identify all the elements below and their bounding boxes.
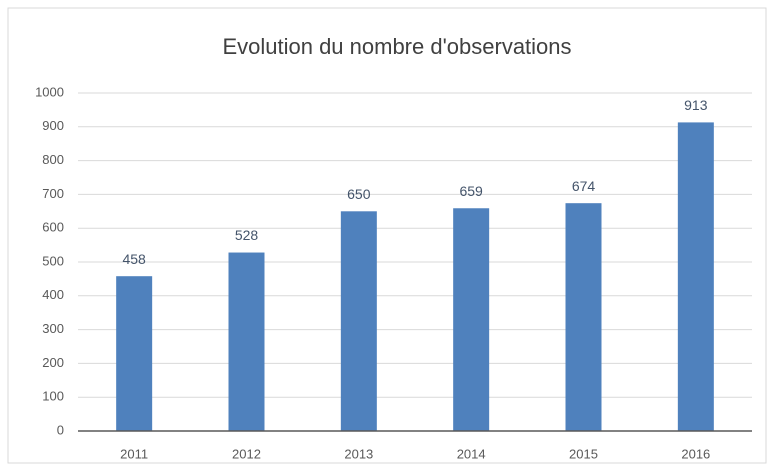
y-tick-label: 300 bbox=[42, 321, 64, 336]
bar bbox=[453, 208, 490, 431]
data-label: 913 bbox=[684, 97, 708, 113]
bar bbox=[565, 203, 602, 431]
x-tick-label: 2011 bbox=[120, 446, 148, 461]
y-tick-label: 800 bbox=[42, 152, 64, 167]
y-tick-label: 900 bbox=[42, 118, 64, 133]
data-label: 659 bbox=[459, 183, 483, 199]
y-tick-label: 600 bbox=[42, 220, 64, 235]
x-tick-label: 2012 bbox=[232, 446, 261, 461]
y-tick-label: 0 bbox=[57, 422, 64, 437]
x-tick-label: 2013 bbox=[344, 446, 373, 461]
bar bbox=[228, 252, 265, 431]
y-tick-label: 400 bbox=[42, 287, 64, 302]
x-tick-label: 2014 bbox=[457, 446, 486, 461]
data-label: 528 bbox=[235, 227, 259, 243]
y-tick-label: 1000 bbox=[35, 84, 64, 99]
y-tick-label: 100 bbox=[42, 389, 64, 404]
data-label: 674 bbox=[572, 178, 596, 194]
chart-title: Evolution du nombre d'observations bbox=[222, 34, 571, 59]
bar bbox=[677, 122, 714, 431]
bar bbox=[116, 276, 153, 431]
data-label: 458 bbox=[122, 251, 146, 267]
y-tick-label: 500 bbox=[42, 253, 64, 268]
bar bbox=[340, 211, 377, 431]
data-label: 650 bbox=[347, 186, 371, 202]
x-tick-label: 2016 bbox=[681, 446, 710, 461]
y-tick-label: 700 bbox=[42, 186, 64, 201]
y-tick-label: 200 bbox=[42, 355, 64, 370]
x-tick-label: 2015 bbox=[569, 446, 598, 461]
